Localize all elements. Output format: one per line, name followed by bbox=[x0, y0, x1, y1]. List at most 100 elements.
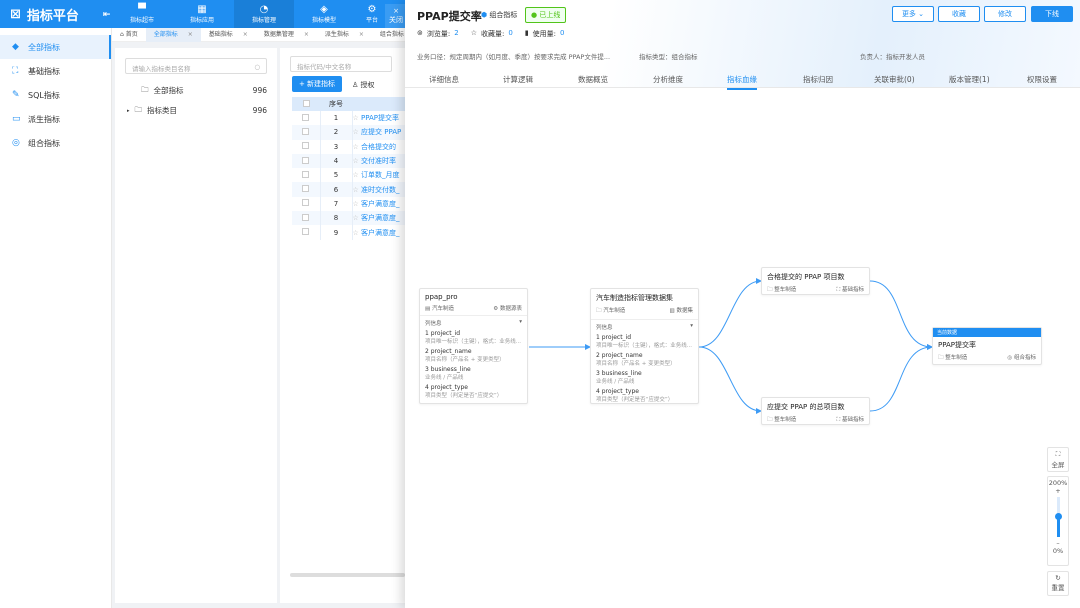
sidebar-item-derived[interactable]: ▭ 派生指标 bbox=[12, 114, 60, 124]
column-item: 2 project_name 项目名称（产品名 + 变更类型） bbox=[596, 352, 676, 367]
table-row[interactable]: 3 ☆ 合格提交的 bbox=[292, 139, 412, 154]
row-checkbox[interactable] bbox=[302, 199, 310, 207]
metric-link[interactable]: 应提交 PPAP bbox=[361, 128, 402, 137]
more-button[interactable]: 更多 ⌄ bbox=[892, 6, 934, 22]
star-icon[interactable]: ☆ bbox=[352, 171, 362, 180]
row-checkbox[interactable] bbox=[302, 213, 310, 221]
close-icon[interactable]: × bbox=[242, 30, 248, 38]
row-checkbox[interactable] bbox=[302, 156, 310, 164]
row-checkbox[interactable] bbox=[302, 185, 310, 193]
edit-button[interactable]: 修改 bbox=[984, 6, 1026, 22]
table-row[interactable]: 4 ☆ 交付准时率 bbox=[292, 153, 412, 169]
fullscreen-button[interactable]: ⛶ 全屏 bbox=[1047, 447, 1069, 472]
detail-tab[interactable]: 数据概览 bbox=[578, 75, 608, 84]
metric-link[interactable]: 客户满意度_ bbox=[361, 214, 400, 223]
metric-link[interactable]: 合格提交的 bbox=[361, 142, 397, 151]
star-icon[interactable]: ☆ bbox=[352, 185, 362, 194]
table-row[interactable]: 5 ☆ 订单数_月度 bbox=[292, 168, 412, 183]
column-info-toggle[interactable]: 列信息 ▾ bbox=[596, 323, 693, 331]
row-checkbox[interactable] bbox=[302, 113, 310, 121]
category-tree-panel: 请输入指标类目名称 ○ 🗀 全部指标 996 ▸ 🗀 指标类目 996 bbox=[115, 48, 277, 603]
metric-link[interactable]: 客户满意度_ bbox=[361, 228, 400, 237]
row-checkbox[interactable] bbox=[302, 142, 310, 150]
zoom-in-icon[interactable]: + bbox=[1055, 487, 1061, 495]
star-icon[interactable]: ☆ bbox=[352, 157, 362, 166]
metric-link[interactable]: 客户满意度_ bbox=[361, 199, 400, 208]
detail-tab[interactable]: 分析维度 bbox=[653, 75, 683, 84]
metric-node-total[interactable]: 应提交 PPAP 的总项目数 🗀 整车制造 ⛶ 基础指标 bbox=[761, 397, 870, 425]
nav-item-platform[interactable]: ⚙ 平台 bbox=[352, 0, 392, 28]
nav-item-manage[interactable]: ◔ 指标管理 bbox=[234, 0, 294, 28]
source-table-node[interactable]: ppap_pro ▤ 汽车制造 ⚙ 数据源表 列信息 ▾ 1 project_id 项目… bbox=[419, 288, 528, 404]
star-icon[interactable]: ☆ bbox=[352, 199, 362, 208]
metric-node-qualified[interactable]: 合格提交的 PPAP 项目数 🗀 整车制造 ⛶ 基础指标 bbox=[761, 267, 870, 295]
zoom-slider[interactable] bbox=[1054, 497, 1062, 537]
row-checkbox[interactable] bbox=[302, 170, 310, 178]
sidebar-item-composite[interactable]: ◎ 组合指标 bbox=[12, 138, 60, 148]
detail-tab[interactable]: 详细信息 bbox=[429, 75, 459, 84]
book-icon: ▭ bbox=[12, 114, 21, 124]
tab-dataset[interactable]: 数据集管理 × bbox=[263, 30, 309, 38]
sidebar-item-basic[interactable]: ⛶ 基础指标 bbox=[12, 66, 60, 76]
detail-tab[interactable]: 权限设置 bbox=[1027, 75, 1057, 84]
nav-item-apps[interactable]: ▦ 指标应用 bbox=[172, 0, 232, 28]
reset-button[interactable]: ↻ 重置 bbox=[1047, 571, 1069, 596]
detail-tab[interactable]: 关联审批(0) bbox=[874, 75, 915, 84]
tab-basic[interactable]: 基础指标 × bbox=[208, 30, 248, 38]
nav-item-store[interactable]: ▀ 指标超市 bbox=[112, 0, 172, 28]
star-icon[interactable]: ☆ bbox=[352, 128, 362, 137]
star-icon[interactable]: ☆ bbox=[352, 142, 362, 151]
tab-derived[interactable]: 派生指标 × bbox=[324, 30, 364, 38]
zoom-slider-handle[interactable] bbox=[1054, 513, 1062, 520]
favorite-button[interactable]: 收藏 bbox=[938, 6, 980, 22]
table-row[interactable]: 7 ☆ 客户满意度_ bbox=[292, 196, 412, 212]
table-row[interactable]: 8 ☆ 客户满意度_ bbox=[292, 211, 412, 226]
authorize-button[interactable]: ♙ 授权 bbox=[352, 81, 375, 89]
tree-item[interactable]: ▸ 🗀 指标类目 996 bbox=[127, 105, 267, 115]
star-icon[interactable]: ☆ bbox=[352, 214, 362, 223]
detail-tab[interactable]: 指标血缘 bbox=[727, 74, 757, 90]
metric-search-input[interactable]: 指标代码/中文名称 bbox=[290, 56, 392, 72]
star-icon[interactable]: ☆ bbox=[352, 114, 362, 123]
tab-composite[interactable]: 组合指标 bbox=[379, 30, 404, 38]
current-metric-node[interactable]: 当前数据 PPAP提交率 🗀 整车制造 ◎ 组合指标 bbox=[932, 327, 1042, 365]
home-icon: ⌂ bbox=[120, 30, 126, 38]
metric-link[interactable]: 交付准时率 bbox=[361, 157, 397, 166]
chevron-down-icon: ⌄ bbox=[918, 10, 925, 18]
select-all-checkbox[interactable] bbox=[302, 99, 310, 107]
detail-tab[interactable]: 版本管理(1) bbox=[949, 75, 990, 84]
horizontal-scrollbar[interactable] bbox=[290, 573, 405, 577]
collapse-icon[interactable]: ⇤ bbox=[102, 9, 111, 20]
zoom-out-icon[interactable]: – bbox=[1056, 539, 1060, 547]
tree-item[interactable]: 🗀 全部指标 996 bbox=[141, 85, 267, 95]
nav-item-model[interactable]: ◈ 指标模型 bbox=[294, 0, 354, 28]
close-drawer-button[interactable]: × 关闭 bbox=[385, 4, 407, 28]
fullscreen-icon: ⛶ bbox=[1055, 450, 1061, 458]
tab-all[interactable]: 全部指标 × bbox=[145, 27, 201, 42]
column-info-toggle[interactable]: 列信息 ▾ bbox=[425, 319, 522, 327]
table-row[interactable]: 1 ☆ PPAP提交率 bbox=[292, 111, 412, 126]
row-checkbox[interactable] bbox=[302, 228, 310, 236]
metric-link[interactable]: PPAP提交率 bbox=[361, 114, 400, 123]
metric-link[interactable]: 准时交付数_ bbox=[361, 185, 400, 194]
offline-button[interactable]: 下线 bbox=[1031, 6, 1073, 22]
new-metric-button[interactable]: + 新建指标 bbox=[292, 76, 342, 92]
close-icon[interactable]: × bbox=[303, 30, 309, 38]
category-search-input[interactable]: 请输入指标类目名称 ○ bbox=[125, 58, 267, 74]
detail-tab[interactable]: 计算逻辑 bbox=[503, 75, 533, 84]
table-row[interactable]: 9 ☆ 客户满意度_ bbox=[292, 225, 412, 240]
detail-tab[interactable]: 指标归因 bbox=[803, 75, 833, 84]
close-icon[interactable]: × bbox=[358, 30, 364, 38]
sidebar-item-all[interactable]: ◆ 全部指标 bbox=[0, 35, 111, 59]
folder-icon: 🗀 bbox=[596, 308, 602, 314]
row-checkbox[interactable] bbox=[302, 127, 310, 135]
close-icon[interactable]: × bbox=[187, 30, 193, 38]
star-icon[interactable]: ☆ bbox=[352, 228, 362, 237]
tab-home[interactable]: ⌂ 首页 bbox=[120, 30, 138, 38]
table-row[interactable]: 2 ☆ 应提交 PPAP bbox=[292, 125, 412, 140]
table-row[interactable]: 6 ☆ 准时交付数_ bbox=[292, 182, 412, 197]
dataset-node[interactable]: 汽车制造指标管理数据集 🗀 汽车制造 ▥ 数据集 列信息 ▾ 1 project_id… bbox=[590, 288, 699, 404]
caret-right-icon[interactable]: ▸ bbox=[127, 107, 130, 114]
metric-link[interactable]: 订单数_月度 bbox=[361, 171, 400, 180]
sidebar-item-sql[interactable]: ✎ SQL指标 bbox=[12, 90, 60, 100]
